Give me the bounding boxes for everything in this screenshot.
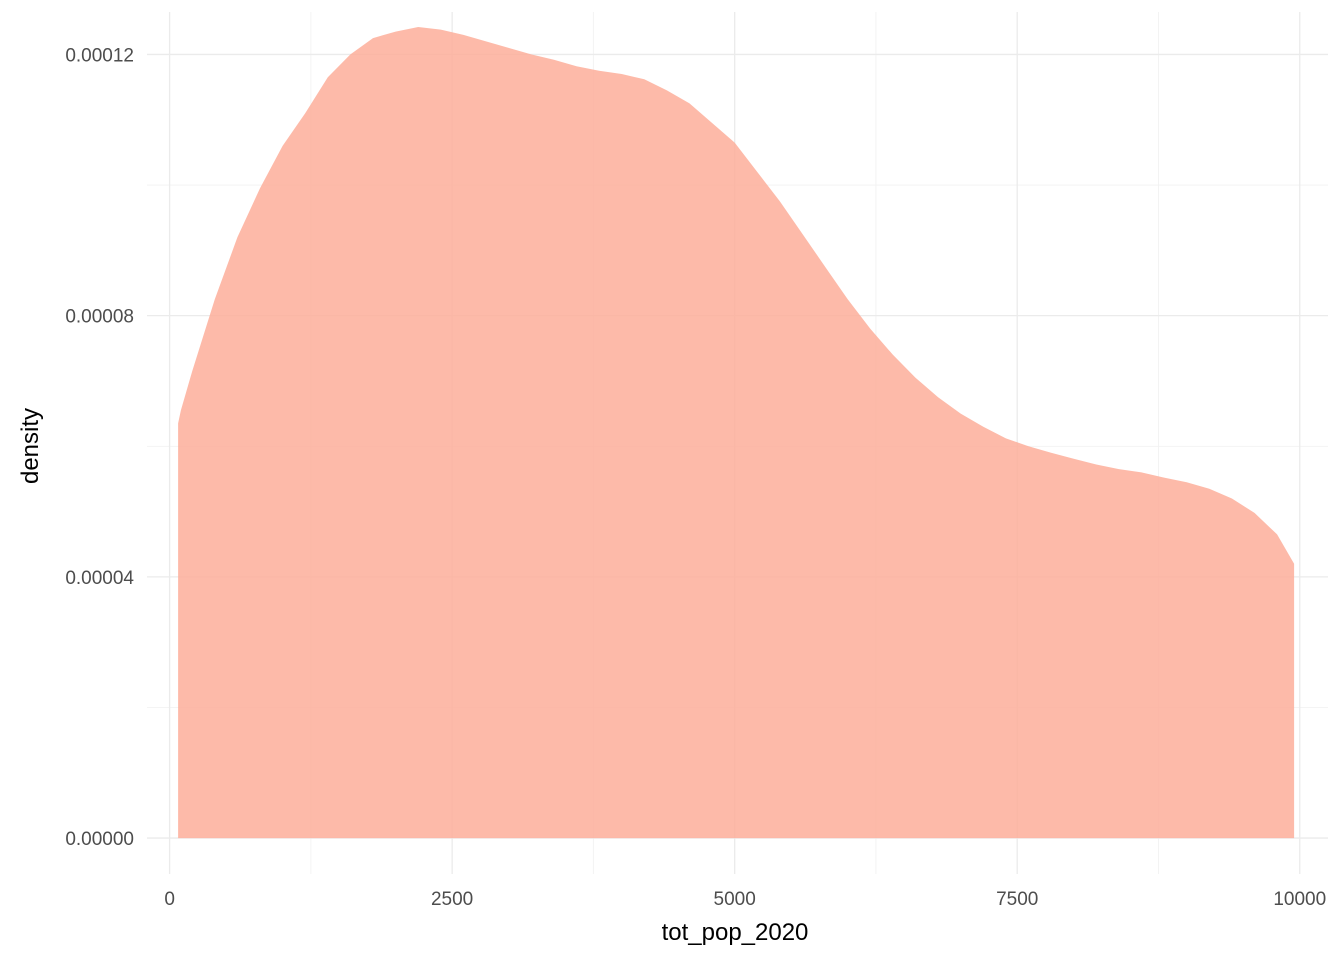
y-tick-label: 0.00008 [65, 307, 134, 328]
y-tick-label: 0.00004 [65, 568, 134, 589]
x-tick-label: 10000 [1273, 889, 1326, 910]
x-axis-tick-labels: 0 2500 5000 7500 10000 [164, 889, 1326, 910]
density-area [178, 27, 1295, 839]
y-axis-tick-labels: 0.00000 0.00004 0.00008 0.00012 [65, 45, 134, 850]
y-axis-title: density [17, 408, 44, 484]
x-tick-label: 7500 [996, 889, 1038, 910]
x-tick-label: 2500 [431, 889, 473, 910]
y-tick-label: 0.00000 [65, 829, 134, 850]
x-tick-label: 5000 [714, 889, 756, 910]
y-tick-label: 0.00012 [65, 45, 134, 66]
x-tick-label: 0 [164, 889, 175, 910]
x-axis-title: tot_pop_2020 [662, 919, 809, 946]
